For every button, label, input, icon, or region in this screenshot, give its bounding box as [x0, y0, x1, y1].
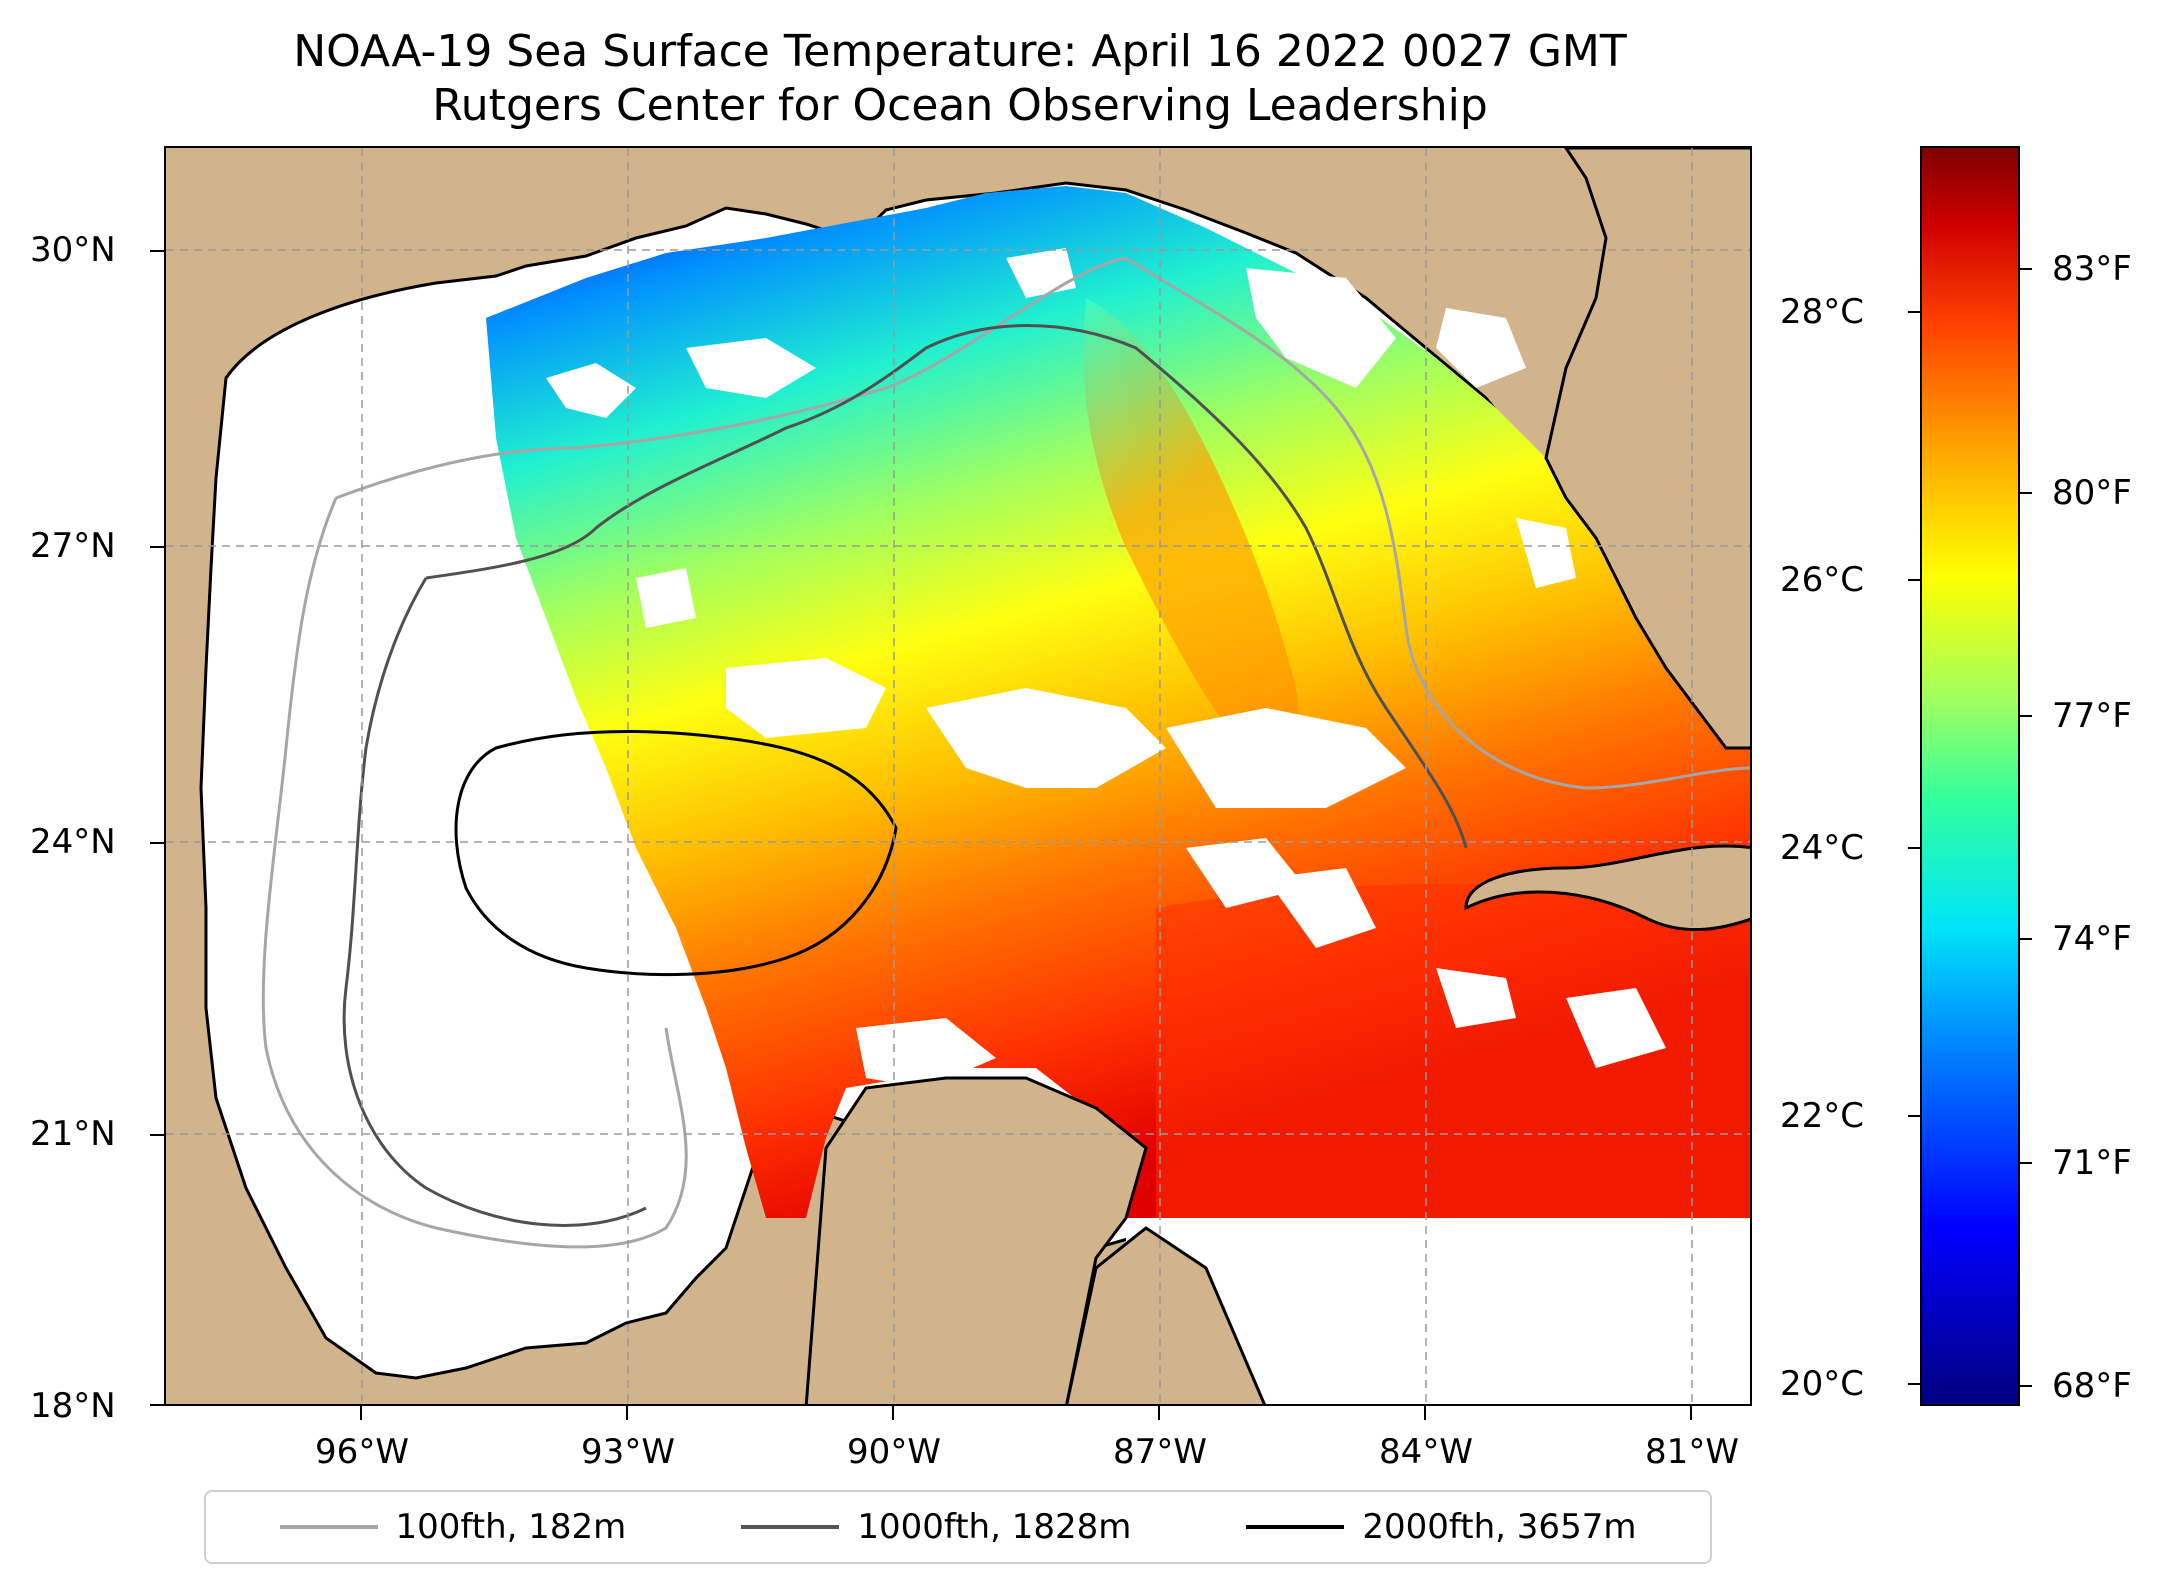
lat-label-27n: 27°N	[30, 526, 116, 566]
colorbar-label-74f: 74°F	[2052, 919, 2132, 959]
lat-label-24n: 24°N	[30, 822, 116, 862]
colorbar-label-68f: 68°F	[2052, 1366, 2132, 1406]
colorbar-label-71f: 71°F	[2052, 1143, 2132, 1183]
legend-swatch	[741, 1525, 840, 1529]
sst-map	[164, 146, 1752, 1406]
colorbar-tick-f	[2020, 492, 2032, 494]
legend-item-100fth: 100fth, 182m	[279, 1507, 627, 1547]
temperature-colorbar	[1920, 146, 2020, 1406]
lon-label-96w: 96°W	[315, 1432, 409, 1472]
central-america-landmass	[1065, 1226, 1266, 1404]
lon-tick	[892, 1406, 894, 1420]
legend-label: 1000fth, 1828m	[857, 1507, 1132, 1547]
lon-label-84w: 84°W	[1379, 1432, 1473, 1472]
lon-label-90w: 90°W	[847, 1432, 941, 1472]
lat-label-18n: 18°N	[30, 1386, 116, 1426]
colorbar-tick-f	[2020, 268, 2032, 270]
bathymetry-legend: 100fth, 182m 1000fth, 1828m 2000fth, 365…	[204, 1490, 1712, 1564]
contour-1000fth	[342, 324, 1468, 1227]
colorbar-tick-c	[1908, 1383, 1920, 1385]
colorbar-tick-f	[2020, 1162, 2032, 1164]
colorbar-label-83f: 83°F	[2052, 249, 2132, 289]
legend-swatch	[1246, 1525, 1345, 1529]
warm-plume	[1083, 298, 1298, 756]
graticule	[166, 148, 1750, 1404]
lon-label-93w: 93°W	[581, 1432, 675, 1472]
warm-south	[1156, 884, 1750, 1218]
lon-tick	[626, 1406, 628, 1420]
colorbar-tick-c	[1908, 847, 1920, 849]
legend-swatch	[279, 1525, 378, 1529]
cloud-gaps	[546, 248, 1666, 1088]
colorbar-label-77f: 77°F	[2052, 696, 2132, 736]
colorbar-tick-c	[1908, 579, 1920, 581]
colorbar-tick-f	[2020, 715, 2032, 717]
colorbar-label-24c: 24°C	[1780, 828, 1865, 868]
lon-tick	[1158, 1406, 1160, 1420]
lon-label-87w: 87°W	[1113, 1432, 1207, 1472]
sst-map-graphic	[166, 148, 1750, 1404]
colorbar-tick-c	[1908, 1115, 1920, 1117]
legend-label: 100fth, 182m	[395, 1507, 627, 1547]
lon-tick	[1424, 1406, 1426, 1420]
colorbar-tick-c	[1908, 311, 1920, 313]
lat-label-30n: 30°N	[30, 230, 116, 270]
colorbar-label-20c: 20°C	[1780, 1364, 1865, 1404]
map-subtitle: Rutgers Center for Ocean Observing Leade…	[432, 80, 1488, 131]
colorbar-label-80f: 80°F	[2052, 473, 2132, 513]
bathymetry-contours	[261, 256, 1750, 1249]
legend-item-1000fth: 1000fth, 1828m	[741, 1507, 1131, 1547]
colorbar-tick-f	[2020, 938, 2032, 940]
legend-item-2000fth: 2000fth, 3657m	[1246, 1507, 1636, 1547]
lon-tick	[1690, 1406, 1692, 1420]
florida-landmass	[1544, 148, 1750, 750]
lat-label-21n: 21°N	[30, 1114, 116, 1154]
map-title: NOAA-19 Sea Surface Temperature: April 1…	[293, 26, 1627, 77]
colorbar-label-26c: 26°C	[1780, 560, 1865, 600]
lat-tick	[150, 546, 164, 548]
lat-tick	[150, 1404, 164, 1406]
lat-tick	[150, 250, 164, 252]
contour-2000fth	[454, 729, 898, 977]
lon-tick	[360, 1406, 362, 1420]
contour-100fth	[261, 256, 1750, 1249]
lat-tick	[150, 842, 164, 844]
legend-label: 2000fth, 3657m	[1362, 1507, 1637, 1547]
lat-tick	[150, 1134, 164, 1136]
colorbar-tick-f	[2020, 1385, 2032, 1387]
colorbar-label-22c: 22°C	[1780, 1096, 1865, 1136]
colorbar-label-28c: 28°C	[1780, 292, 1865, 332]
cuba-landmass	[1464, 844, 1750, 931]
lon-label-81w: 81°W	[1645, 1432, 1739, 1472]
